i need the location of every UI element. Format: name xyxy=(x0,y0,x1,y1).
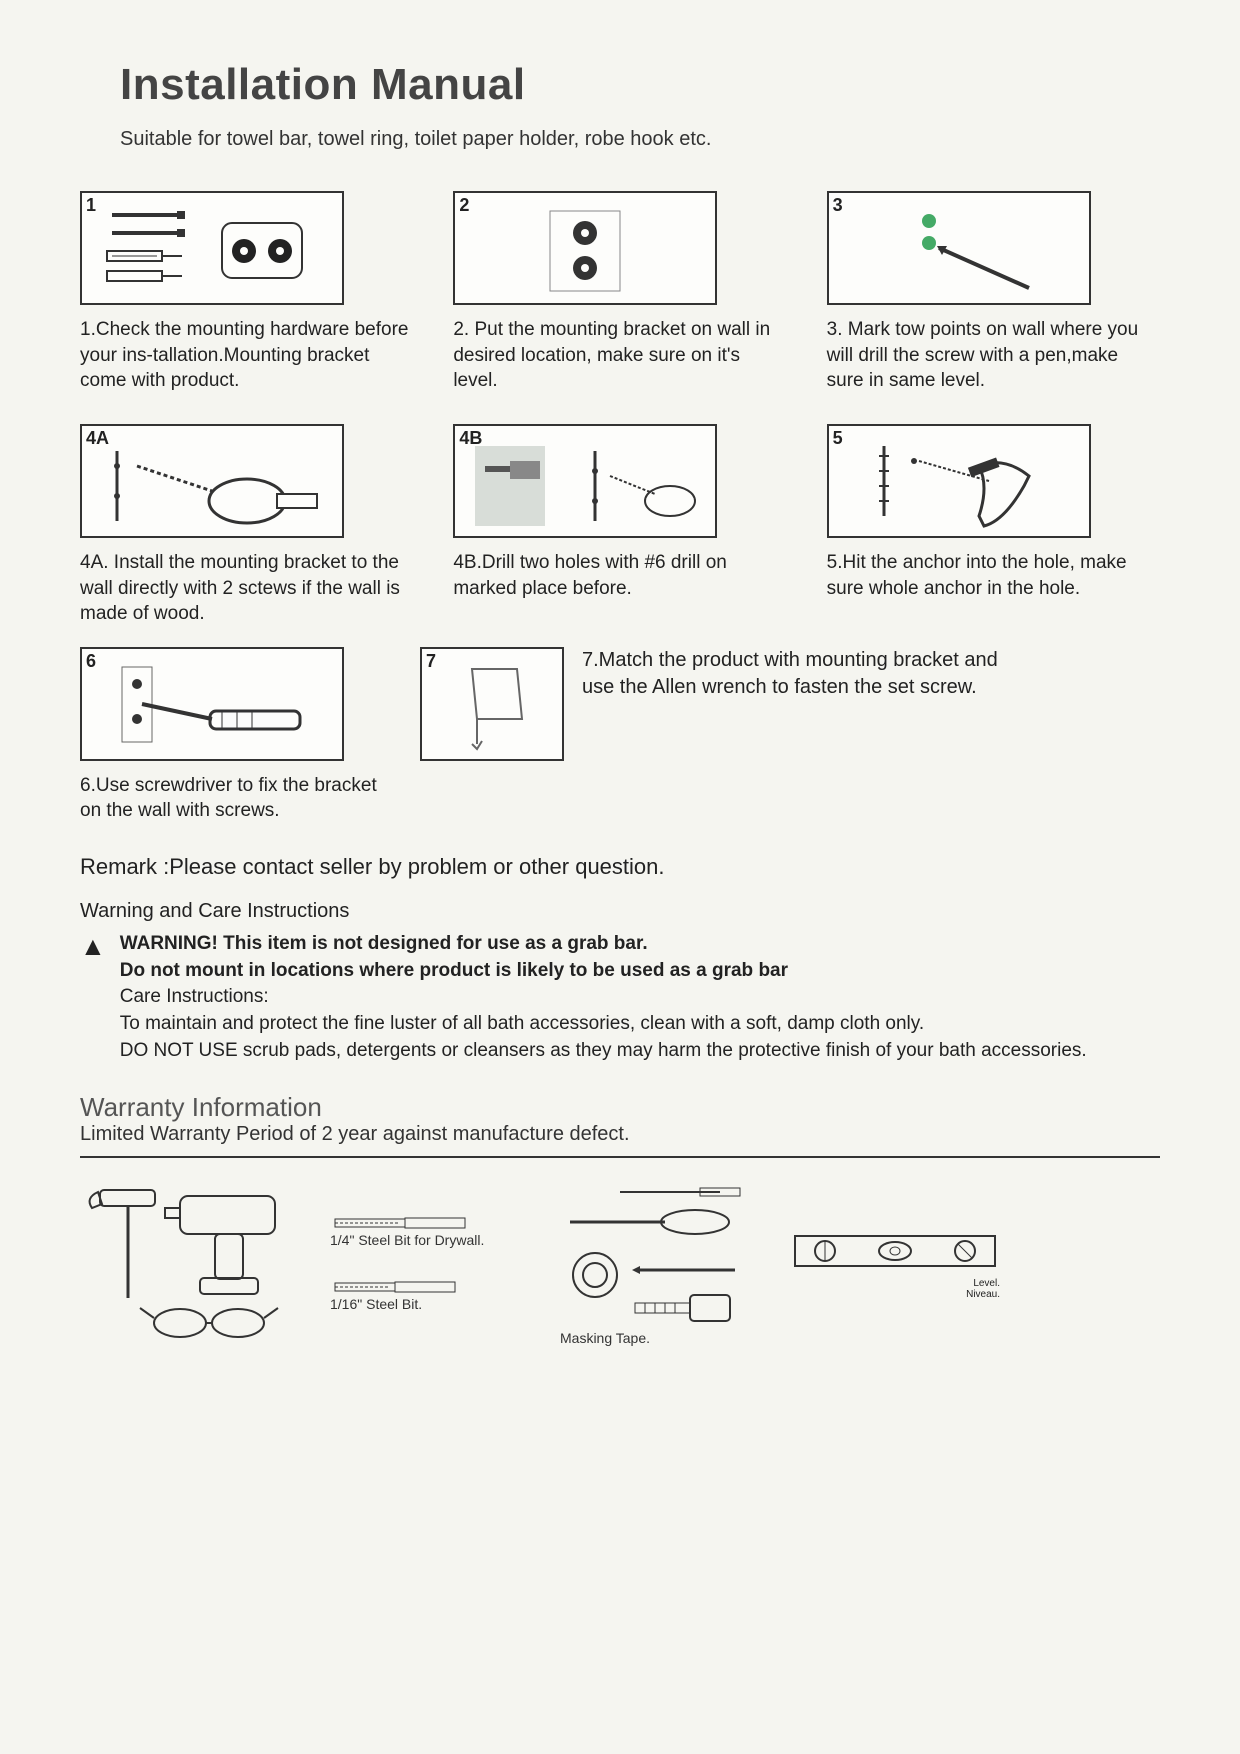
step-7-illustration xyxy=(422,649,562,759)
step-1-frame: 1 xyxy=(80,191,344,305)
divider xyxy=(80,1156,1160,1158)
warranty-head: Warranty Information xyxy=(80,1092,1160,1123)
step-3-illustration xyxy=(829,193,1089,303)
step-2-illustration xyxy=(455,193,715,303)
step-1-num: 1 xyxy=(86,195,96,216)
step-4b: 4B 4B.Drill two holes with #6 drill on m… xyxy=(453,424,786,627)
warranty-sub: Limited Warranty Period of 2 year agains… xyxy=(80,1123,1160,1146)
step-6-text: 6.Use screwdriver to fix the bracket on … xyxy=(80,773,380,824)
step-5-text: 5.Hit the anchor into the hole, make sur… xyxy=(827,550,1160,601)
warning-block: ▲ WARNING! This item is not designed for… xyxy=(80,931,1160,1064)
step-3-frame: 3 xyxy=(827,191,1091,305)
warning-line-2: Do not mount in locations where product … xyxy=(120,958,1087,985)
warning-icon: ▲ xyxy=(80,933,106,959)
step-3: 3 3. Mark tow points on wall where you w… xyxy=(827,191,1160,394)
page-title: Installation Manual xyxy=(120,60,1160,110)
step-4b-illustration xyxy=(455,426,715,536)
level-label: Level. Niveau. xyxy=(790,1278,1000,1300)
step-2: 2 2. Put the mounting bracket on wall in… xyxy=(453,191,786,394)
step-3-num: 3 xyxy=(833,195,843,216)
step-5-illustration xyxy=(829,426,1089,536)
warning-care-head: Warning and Care Instructions xyxy=(80,900,1160,923)
warning-line-1: WARNING! This item is not designed for u… xyxy=(120,931,1087,958)
step-5-frame: 5 xyxy=(827,424,1091,538)
step-4a-frame: 4A xyxy=(80,424,344,538)
warning-text: WARNING! This item is not designed for u… xyxy=(120,931,1087,1064)
step-7-text: 7.Match the product with mounting bracke… xyxy=(582,647,1012,701)
step-5-num: 5 xyxy=(833,428,843,449)
step-7-frame: 7 xyxy=(420,647,564,761)
step-7: 7 7.Match the product with mounting brac… xyxy=(420,647,1012,824)
step-1-illustration xyxy=(82,193,342,303)
step-4a-num: 4A xyxy=(86,428,109,449)
tool-level: Level. Niveau. xyxy=(790,1226,1000,1300)
step-7-num: 7 xyxy=(426,651,436,672)
step-2-frame: 2 xyxy=(453,191,717,305)
step-4a-text: 4A. Install the mounting bracket to the … xyxy=(80,550,413,627)
step-3-text: 3. Mark tow points on wall where you wil… xyxy=(827,317,1160,394)
step-4b-num: 4B xyxy=(459,428,482,449)
care-line-2: DO NOT USE scrub pads, detergents or cle… xyxy=(120,1038,1087,1065)
bit-qtr-label: 1/4" Steel Bit for Drywall. xyxy=(330,1232,520,1248)
step-6-illustration xyxy=(82,649,342,759)
step-6-frame: 6 xyxy=(80,647,344,761)
care-line-1: To maintain and protect the fine luster … xyxy=(120,1011,1087,1038)
tool-misc: Masking Tape. xyxy=(550,1180,760,1346)
tools-row: 1/4" Steel Bit for Drywall. 1/16" Steel … xyxy=(80,1178,1160,1348)
page-subtitle: Suitable for towel bar, towel ring, toil… xyxy=(120,128,1160,151)
step-4b-text: 4B.Drill two holes with #6 drill on mark… xyxy=(453,550,786,601)
step-6: 6 6.Use screwdriver to fix the bracket o… xyxy=(80,647,380,824)
step-1-text: 1.Check the mounting hardware before you… xyxy=(80,317,413,394)
step-6-num: 6 xyxy=(86,651,96,672)
step-2-text: 2. Put the mounting bracket on wall in d… xyxy=(453,317,786,394)
steps-grid: 1 1.Check the m xyxy=(80,191,1160,627)
tool-hammer-drill-glasses xyxy=(80,1178,300,1348)
step-4a-illustration xyxy=(82,426,342,536)
step-2-num: 2 xyxy=(459,195,469,216)
step-4b-frame: 4B xyxy=(453,424,717,538)
step-1: 1 1.Check the m xyxy=(80,191,413,394)
masking-tape-label: Masking Tape. xyxy=(560,1330,760,1346)
tool-bits: 1/4" Steel Bit for Drywall. 1/16" Steel … xyxy=(330,1214,520,1312)
steps-row-67: 6 6.Use screwdriver to fix the bracket o… xyxy=(80,647,1160,824)
page: Installation Manual Suitable for towel b… xyxy=(0,0,1240,1754)
step-5: 5 5.Hit the anchor into the hole, make s… xyxy=(827,424,1160,627)
step-4a: 4A 4A. Install the mounting bracket to t… xyxy=(80,424,413,627)
remark-text: Remark :Please contact seller by problem… xyxy=(80,854,1160,880)
care-head: Care Instructions: xyxy=(120,984,1087,1011)
bit-sixteenth-label: 1/16" Steel Bit. xyxy=(330,1296,520,1312)
